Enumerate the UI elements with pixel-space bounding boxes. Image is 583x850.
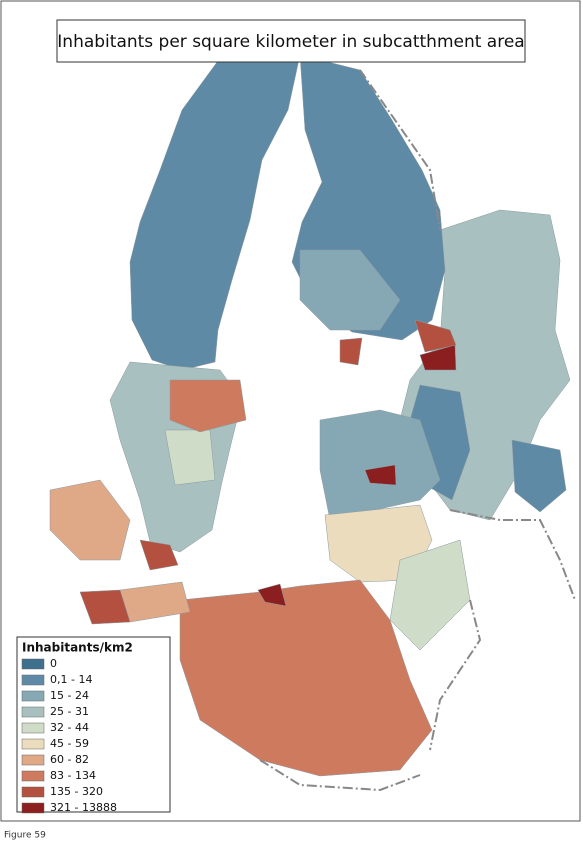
region <box>364 464 397 486</box>
legend-swatch <box>21 786 45 798</box>
region <box>169 379 247 433</box>
legend-label: 15 - 24 <box>50 689 89 702</box>
map <box>49 54 571 777</box>
title-box <box>56 19 526 63</box>
legend-swatch <box>21 802 45 814</box>
region <box>79 589 131 625</box>
legend-swatch <box>21 754 45 766</box>
country-border <box>259 69 576 792</box>
legend-title: Inhabitants/km2 <box>22 641 133 655</box>
region <box>511 439 567 513</box>
region <box>49 479 131 561</box>
legend-swatch <box>21 706 45 718</box>
legend-label: 45 - 59 <box>50 737 89 750</box>
legend-label: 60 - 82 <box>50 753 89 766</box>
region <box>414 319 457 353</box>
legend-label: 83 - 134 <box>50 769 96 782</box>
region <box>129 54 301 371</box>
figure-caption: Figure 59 <box>4 831 46 841</box>
legend-swatch <box>21 722 45 734</box>
region <box>299 249 401 331</box>
map-title: Inhabitants per square kilometer in subc… <box>57 32 524 52</box>
region <box>319 409 441 521</box>
legend-swatch <box>21 674 45 686</box>
legend-label: 0,1 - 14 <box>50 673 92 686</box>
region <box>139 539 179 571</box>
region <box>179 579 433 777</box>
region <box>419 344 457 371</box>
legend-label: 32 - 44 <box>50 721 89 734</box>
legend-swatch <box>21 658 45 670</box>
region <box>257 583 287 607</box>
legend: 0 0,1 - 14 15 - 24 25 - 31 32 - 44 45 - 59 60 … <box>21 657 117 814</box>
legend-label: 135 - 320 <box>50 785 103 798</box>
legend-label: 321 - 13888 <box>50 801 117 814</box>
legend-swatch <box>21 738 45 750</box>
legend-label: 0 <box>50 657 57 670</box>
legend-swatch <box>21 690 45 702</box>
legend-label: 25 - 31 <box>50 705 89 718</box>
legend-swatch <box>21 770 45 782</box>
region <box>389 539 471 651</box>
region <box>339 337 363 366</box>
